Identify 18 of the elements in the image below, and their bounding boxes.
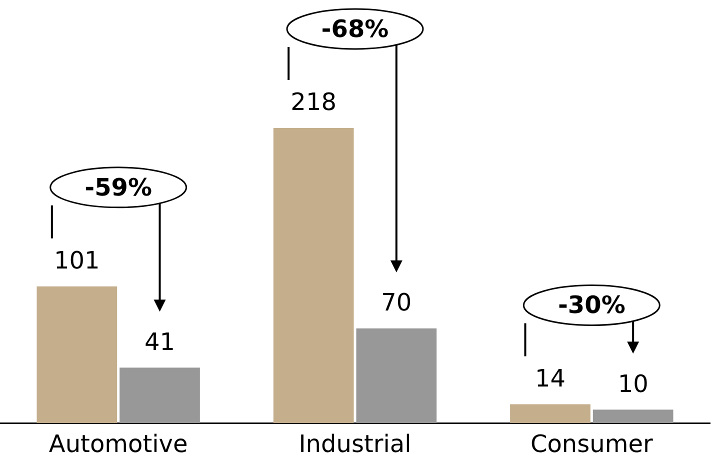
data-label: 101 bbox=[54, 246, 100, 275]
bar bbox=[592, 410, 674, 424]
bar bbox=[36, 286, 118, 424]
bar bbox=[120, 368, 200, 424]
x-tick-label: Automotive bbox=[48, 430, 188, 458]
bar bbox=[273, 128, 354, 424]
text: -68% bbox=[321, 15, 389, 43]
data-label: 41 bbox=[144, 328, 176, 356]
data-label: 14 bbox=[534, 364, 566, 392]
bar bbox=[510, 404, 590, 424]
data-label: 70 bbox=[381, 288, 412, 317]
annotation: -30% bbox=[558, 291, 626, 320]
data-label: 10 bbox=[618, 370, 648, 398]
bar bbox=[356, 328, 437, 424]
x-tick-label: Consumer bbox=[530, 430, 653, 458]
data-label: 218 bbox=[290, 88, 336, 116]
x-tick-label: Industrial bbox=[298, 430, 412, 458]
annotation: -59% bbox=[84, 173, 152, 202]
